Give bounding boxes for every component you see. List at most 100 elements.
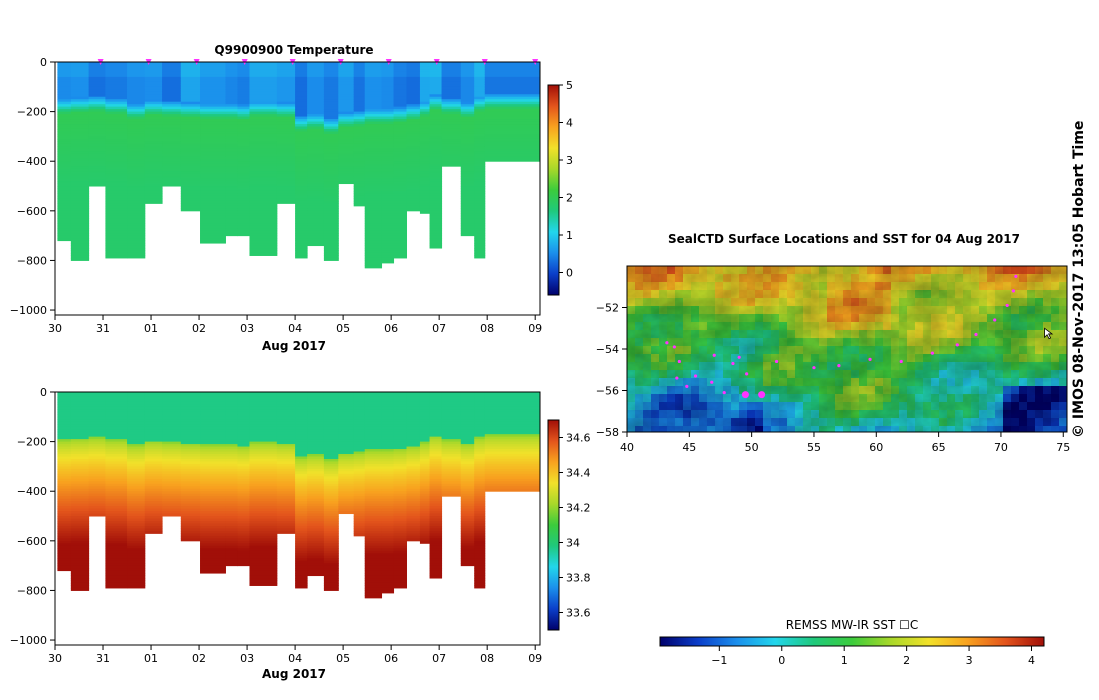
salinity-x-ticks: 30 31 01 02 03 04 05 06 07 08 09: [48, 645, 542, 665]
profile-cell: [419, 74, 431, 78]
profile-cell: [70, 119, 90, 123]
profile-cell: [429, 573, 443, 577]
profile-cell: [364, 265, 383, 269]
profile-cell: [364, 166, 383, 170]
profile-cell: [441, 491, 462, 495]
profile-cell: [276, 498, 296, 502]
profile-cell: [323, 86, 339, 90]
profile-cell: [474, 426, 486, 430]
profile-cell: [307, 138, 325, 142]
profile-cell: [200, 476, 226, 480]
profile-cell: [127, 252, 146, 256]
profile-cell: [88, 126, 106, 130]
profile-cell: [381, 553, 395, 557]
profile-cell: [419, 451, 431, 455]
profile-cell: [180, 431, 201, 435]
profile-cell: [353, 520, 366, 524]
profile-cell: [307, 483, 325, 487]
profile-cell: [127, 126, 146, 130]
profile-cell: [406, 441, 421, 445]
profile-cell: [180, 488, 201, 492]
profile-cell: [276, 506, 296, 510]
y-tick-label: 0: [40, 386, 47, 399]
profile-cell: [200, 116, 226, 120]
profile-cell: [276, 426, 296, 430]
profile-cell: [353, 481, 366, 485]
profile-cell: [105, 434, 128, 438]
profile-cell: [70, 580, 90, 584]
profile-cell: [460, 163, 475, 167]
profile-cell: [441, 109, 462, 113]
profile-cell: [200, 434, 226, 438]
profile-cell: [460, 62, 475, 65]
profile-cell: [200, 109, 226, 113]
profile-cell: [127, 518, 146, 522]
profile-cell: [225, 64, 238, 68]
profile-cell: [484, 426, 541, 430]
profile-cell: [70, 171, 90, 175]
profile-cell: [162, 178, 182, 182]
profile-cell: [393, 483, 408, 487]
profile-column: [393, 62, 408, 259]
profile-cell: [419, 503, 431, 507]
profile-cell: [237, 109, 250, 113]
profile-cell: [249, 245, 278, 249]
profile-cell: [295, 560, 308, 564]
profile-cell: [70, 451, 90, 455]
profile-cell: [295, 439, 308, 443]
profile-cell: [105, 441, 128, 445]
profile-cell: [70, 91, 90, 95]
profile-cell: [474, 128, 486, 132]
profile-cell: [474, 530, 486, 534]
profile-cell: [276, 451, 296, 455]
profile-cell: [127, 156, 146, 160]
profile-cell: [441, 128, 462, 132]
profile-cell: [276, 520, 296, 524]
profile-cell: [237, 426, 250, 430]
profile-cell: [70, 565, 90, 569]
profile-cell: [419, 471, 431, 475]
profile-cell: [57, 86, 72, 90]
profile-cell: [57, 76, 72, 80]
profile-cell: [381, 543, 395, 547]
profile-cell: [364, 91, 383, 95]
profile-cell: [474, 148, 486, 152]
profile-cell: [127, 560, 146, 564]
profile-cell: [57, 463, 72, 467]
profile-cell: [419, 466, 431, 470]
x-tick-label: 07: [432, 652, 446, 665]
profile-cell: [353, 173, 366, 177]
profile-cell: [162, 434, 182, 438]
profile-cell: [127, 94, 146, 98]
profile-cell: [105, 523, 128, 527]
profile-cell: [353, 429, 366, 433]
profile-cell: [237, 538, 250, 542]
profile-cell: [295, 458, 308, 462]
profile-cell: [364, 205, 383, 209]
profile-cell: [105, 451, 128, 455]
profile-cell: [105, 399, 128, 403]
profile-cell: [144, 126, 163, 130]
profile-cell: [307, 570, 325, 574]
y-tick-label: −400: [17, 155, 47, 168]
profile-cell: [474, 106, 486, 110]
profile-cell: [88, 491, 106, 495]
profile-cell: [441, 434, 462, 438]
profile-cell: [364, 84, 383, 88]
profile-cell: [353, 508, 366, 512]
profile-cell: [225, 481, 238, 485]
profile-cell: [200, 111, 226, 115]
profile-cell: [127, 441, 146, 445]
profile-cell: [70, 89, 90, 93]
profile-cell: [460, 138, 475, 142]
profile-cell: [353, 513, 366, 517]
profile-cell: [323, 193, 339, 197]
profile-cell: [180, 119, 201, 123]
profile-cell: [393, 190, 408, 194]
profile-cell: [144, 151, 163, 155]
profile-cell: [323, 491, 339, 495]
profile-cell: [180, 208, 201, 212]
profile-cell: [105, 439, 128, 443]
profile-cell: [364, 520, 383, 524]
profile-cell: [441, 163, 462, 167]
